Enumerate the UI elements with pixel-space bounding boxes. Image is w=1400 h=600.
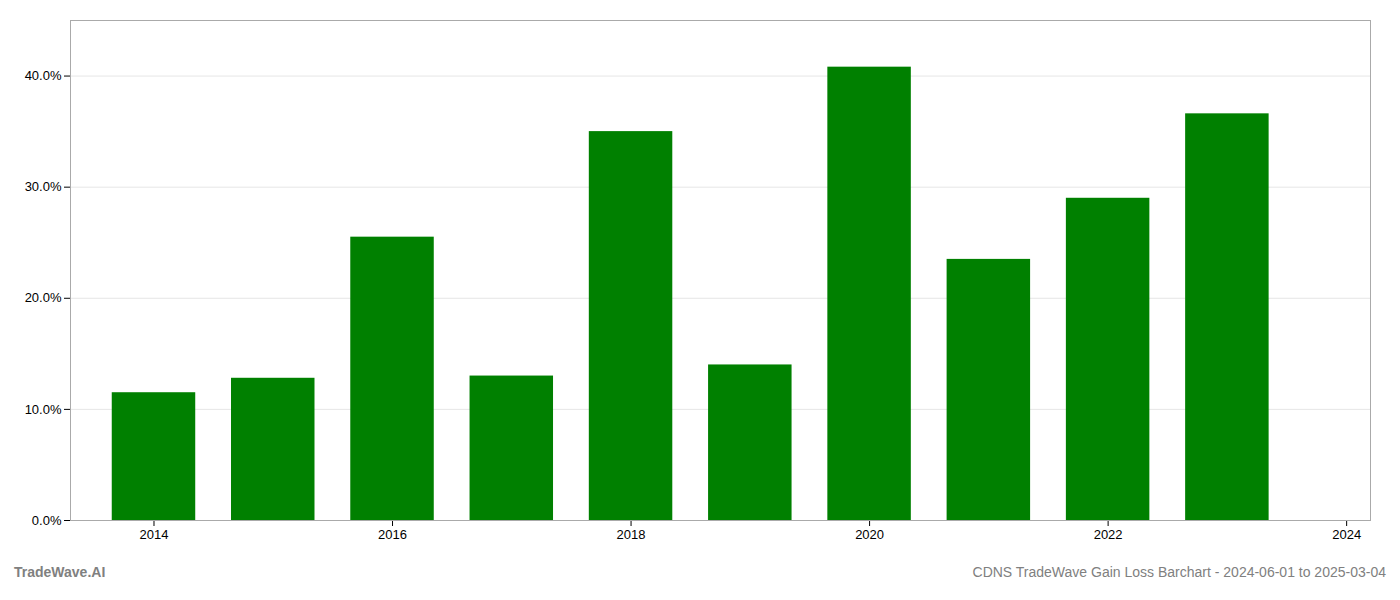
svg-text:2016: 2016 xyxy=(378,527,407,542)
svg-text:40.0%: 40.0% xyxy=(25,68,62,83)
svg-text:0.0%: 0.0% xyxy=(32,513,62,528)
svg-text:20.0%: 20.0% xyxy=(25,290,62,305)
svg-text:2024: 2024 xyxy=(1332,527,1361,542)
svg-text:2018: 2018 xyxy=(617,527,646,542)
svg-text:10.0%: 10.0% xyxy=(25,402,62,417)
svg-text:2014: 2014 xyxy=(140,527,169,542)
svg-text:2020: 2020 xyxy=(855,527,884,542)
svg-text:2022: 2022 xyxy=(1094,527,1123,542)
svg-text:30.0%: 30.0% xyxy=(25,179,62,194)
html-text:CDNS TradeWave Gain Loss Barch: CDNS TradeWave Gain Loss Barchart - 2024… xyxy=(972,564,1386,580)
html-text:TradeWave.AI: TradeWave.AI xyxy=(14,564,106,580)
